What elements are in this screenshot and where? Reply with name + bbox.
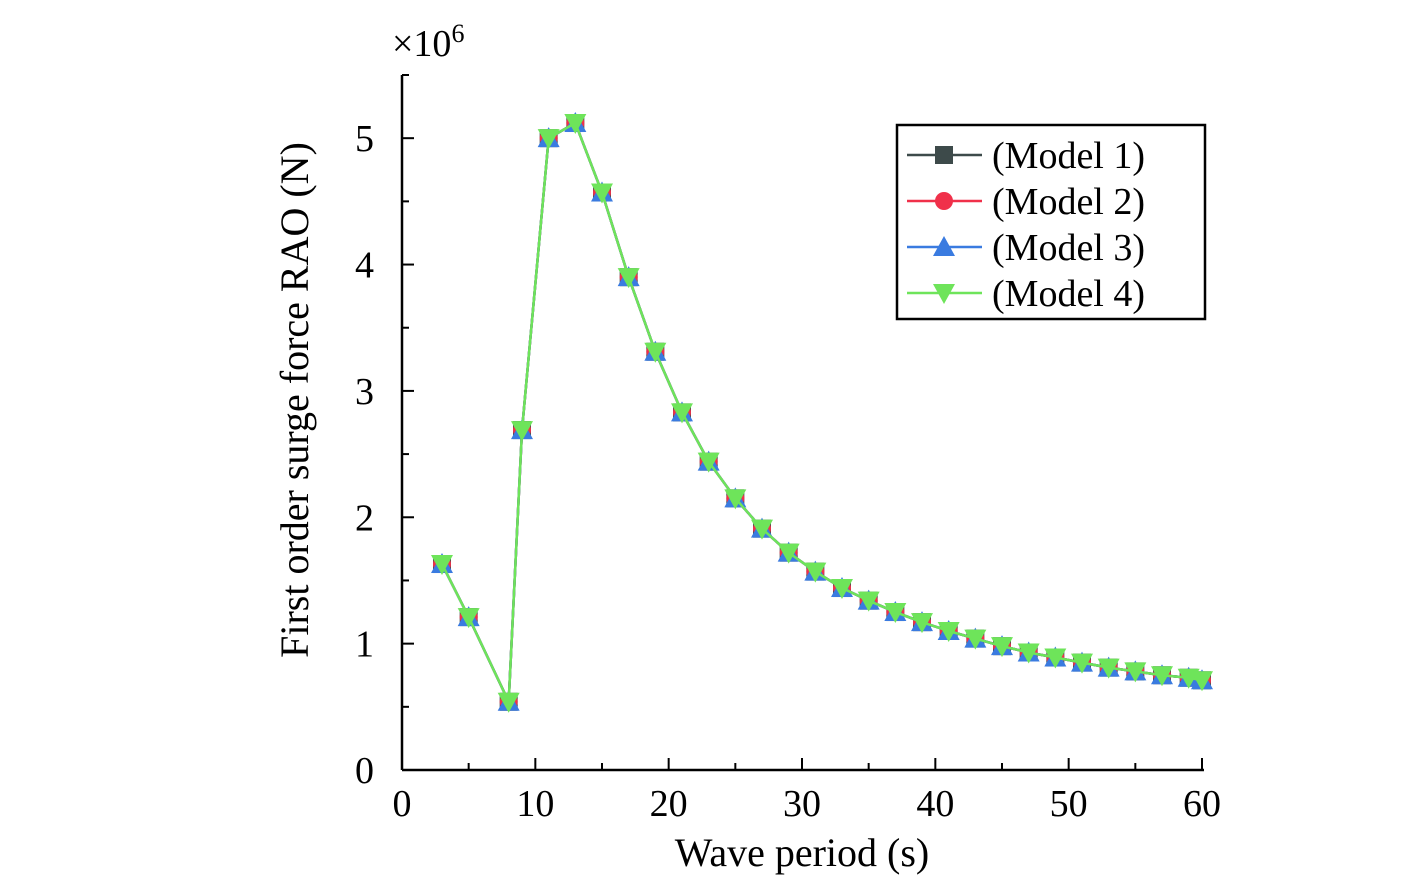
y-tick-label: 5 — [355, 118, 374, 160]
data-point — [457, 608, 480, 629]
legend-marker — [933, 236, 955, 256]
data-point — [1097, 658, 1120, 679]
legend-item: (Model 4) — [907, 273, 1145, 315]
data-point — [831, 579, 853, 600]
legend: (Model 1)(Model 2)(Model 3)(Model 4) — [895, 123, 1207, 321]
data-point — [911, 613, 933, 634]
y-axis-title: First order surge force RAO (N) — [272, 142, 317, 658]
data-point — [431, 555, 453, 576]
data-point — [1071, 653, 1093, 674]
x-tick-label: 10 — [516, 783, 554, 825]
legend-item: (Model 3) — [907, 227, 1145, 269]
data-point — [671, 403, 693, 424]
x-tick-label: 60 — [1183, 783, 1221, 825]
data-point — [1191, 671, 1213, 692]
data-point — [964, 629, 987, 650]
x-tick-label: 50 — [1050, 783, 1088, 825]
data-point — [751, 519, 773, 540]
data-point — [511, 421, 533, 442]
x-axis-title: Wave period (s) — [675, 830, 929, 875]
data-point — [804, 562, 827, 583]
data-point — [991, 637, 1013, 658]
data-point — [564, 114, 587, 135]
data-point — [1044, 648, 1067, 669]
data-point — [1151, 666, 1173, 687]
legend-marker — [933, 284, 955, 304]
data-point — [937, 622, 960, 642]
data-point — [697, 452, 720, 473]
y-tick-label: 3 — [355, 371, 374, 413]
series-layer — [431, 112, 1213, 713]
legend-label: (Model 1) — [992, 135, 1145, 177]
data-point — [617, 268, 640, 289]
y-tick-label: 2 — [355, 497, 374, 539]
data-point — [1124, 662, 1147, 683]
x-tick-label: 40 — [916, 783, 954, 825]
legend-marker — [935, 146, 953, 164]
series-4 — [431, 114, 1213, 713]
data-point — [857, 591, 880, 612]
axes: 0 10 20 30 40 50 60 0 1 2 3 4 5 — [355, 74, 1221, 825]
data-point — [884, 603, 907, 624]
legend-marker — [935, 192, 953, 210]
data-point — [591, 183, 613, 204]
legend-item: (Model 2) — [907, 181, 1145, 223]
data-point — [724, 489, 747, 510]
legend-item: (Model 1) — [907, 135, 1145, 177]
y-tick-label: 0 — [355, 750, 374, 792]
data-point — [644, 342, 667, 363]
x-tick-label: 0 — [393, 783, 412, 825]
legend-label: (Model 2) — [992, 181, 1145, 223]
data-point — [497, 692, 520, 713]
x-tick-label: 30 — [783, 783, 821, 825]
data-point — [537, 129, 560, 150]
x-tick-label: 20 — [650, 783, 688, 825]
data-point — [777, 543, 800, 564]
y-multiplier-label: ×106 — [392, 19, 464, 65]
legend-label: (Model 3) — [992, 227, 1145, 269]
data-point — [1017, 643, 1040, 664]
y-tick-label: 4 — [355, 245, 374, 287]
y-tick-label: 1 — [355, 624, 374, 666]
legend-label: (Model 4) — [992, 273, 1145, 315]
